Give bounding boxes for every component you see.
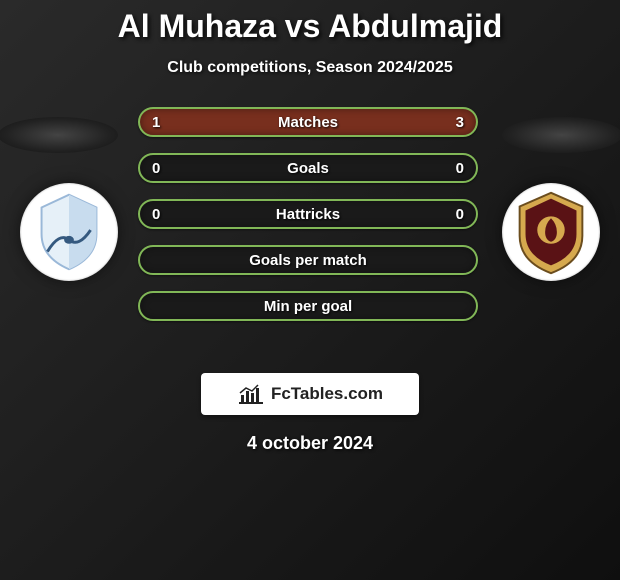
stat-row-hattricks: 0 Hattricks 0 (138, 199, 478, 229)
stat-label: Hattricks (276, 206, 340, 223)
stat-left-value: 0 (152, 206, 160, 223)
stat-right-value: 3 (456, 114, 464, 131)
stat-row-matches: 1 Matches 3 (138, 107, 478, 137)
stat-right-value: 0 (456, 160, 464, 177)
shield-icon (20, 183, 118, 281)
branding-box: FcTables.com (201, 373, 419, 415)
team-logo-left (20, 183, 118, 281)
chart-icon (237, 383, 265, 405)
right-decor-ellipse (502, 117, 620, 153)
stat-left-value: 0 (152, 160, 160, 177)
shield-icon (502, 183, 600, 281)
comparison-area: 1 Matches 3 0 Goals 0 0 Hattricks 0 Goal… (0, 107, 620, 367)
team-logo-right (502, 183, 600, 281)
stat-right-value: 0 (456, 206, 464, 223)
stat-label: Matches (278, 114, 338, 131)
left-decor-ellipse (0, 117, 118, 153)
stat-row-goals: 0 Goals 0 (138, 153, 478, 183)
stat-row-min-per-goal: Min per goal (138, 291, 478, 321)
stat-label: Goals (287, 160, 329, 177)
stat-label: Goals per match (249, 252, 367, 269)
stat-label: Min per goal (264, 298, 352, 315)
branding-text: FcTables.com (271, 384, 383, 404)
stat-left-value: 1 (152, 114, 160, 131)
stat-row-goals-per-match: Goals per match (138, 245, 478, 275)
page-subtitle: Club competitions, Season 2024/2025 (0, 59, 620, 77)
page-title: Al Muhaza vs Abdulmajid (0, 0, 620, 45)
date-text: 4 october 2024 (0, 433, 620, 454)
stat-rows-container: 1 Matches 3 0 Goals 0 0 Hattricks 0 Goal… (138, 107, 478, 337)
